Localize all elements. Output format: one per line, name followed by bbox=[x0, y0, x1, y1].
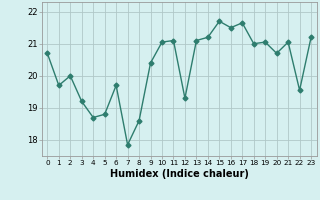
X-axis label: Humidex (Indice chaleur): Humidex (Indice chaleur) bbox=[110, 169, 249, 179]
